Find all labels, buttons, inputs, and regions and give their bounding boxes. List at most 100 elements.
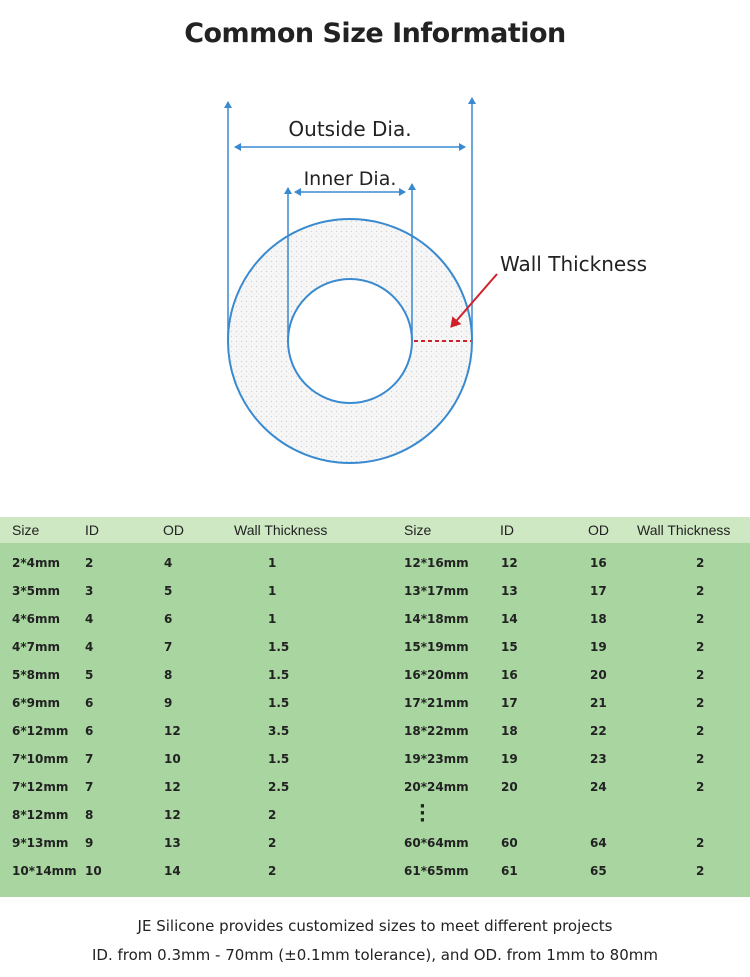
cell-right-id: 12 xyxy=(501,556,518,570)
cell-left-id: 9 xyxy=(85,836,94,850)
table-row: 3*5mm 3 5 1 13*17mm 13 17 2 xyxy=(0,581,750,603)
ellipsis-vertical: · · · xyxy=(419,796,426,831)
cell-left-od: 9 xyxy=(164,696,173,710)
cell-right-od: 64 xyxy=(590,836,607,850)
cell-right-id: 15 xyxy=(501,640,518,654)
cell-right-wall: 2 xyxy=(696,864,705,878)
cell-right-id: 20 xyxy=(501,780,518,794)
cell-right-od: 65 xyxy=(590,864,607,878)
table-row: 6*9mm 6 9 1.5 17*21mm 17 21 2 xyxy=(0,693,750,715)
cell-right-wall: 2 xyxy=(696,612,705,626)
wall-thickness-label: Wall Thickness xyxy=(500,252,647,276)
cell-left-od: 14 xyxy=(164,864,181,878)
cell-left-wall: 1 xyxy=(268,556,277,570)
table-row: 7*10mm 7 10 1.5 19*23mm 19 23 2 xyxy=(0,749,750,771)
cell-left-wall: 1.5 xyxy=(268,668,290,682)
inner-circle xyxy=(287,278,413,404)
table-row: 4*7mm 4 7 1.5 15*19mm 15 19 2 xyxy=(0,637,750,659)
cell-left-wall: 2 xyxy=(268,808,277,822)
cell-right-id: 18 xyxy=(501,724,518,738)
cell-left-id: 3 xyxy=(85,584,94,598)
cell-right-id: 13 xyxy=(501,584,518,598)
table-row: 4*6mm 4 6 1 14*18mm 14 18 2 xyxy=(0,609,750,631)
cell-right-id: 17 xyxy=(501,696,518,710)
cell-left-od: 12 xyxy=(164,780,181,794)
cell-left-id: 4 xyxy=(85,640,94,654)
cell-right-size: 17*21mm xyxy=(404,696,469,710)
cell-right-od: 17 xyxy=(590,584,607,598)
cell-right-wall: 2 xyxy=(696,780,705,794)
cell-right-wall: 2 xyxy=(696,724,705,738)
footer-line-2: ID. from 0.3mm - 70mm (±0.1mm tolerance)… xyxy=(92,946,658,964)
cell-right-wall: 2 xyxy=(696,584,705,598)
cell-left-size: 5*8mm xyxy=(12,668,60,682)
header-wall-right: Wall Thickness xyxy=(637,522,731,538)
header-od-right: OD xyxy=(588,522,609,538)
cell-left-wall: 1.5 xyxy=(268,640,290,654)
cell-right-size: 19*23mm xyxy=(404,752,469,766)
header-id-right: ID xyxy=(500,522,514,538)
cell-left-od: 4 xyxy=(164,556,173,570)
cell-right-od: 23 xyxy=(590,752,607,766)
cell-right-od: 22 xyxy=(590,724,607,738)
cell-right-size: 15*19mm xyxy=(404,640,469,654)
cell-left-size: 10*14mm xyxy=(12,864,77,878)
cell-left-wall: 2.5 xyxy=(268,780,290,794)
cell-right-od: 24 xyxy=(590,780,607,794)
cell-right-od: 19 xyxy=(590,640,607,654)
cell-right-size: 16*20mm xyxy=(404,668,469,682)
cell-left-od: 10 xyxy=(164,752,181,766)
table-row: 7*12mm 7 12 2.5 20*24mm 20 24 2 xyxy=(0,777,750,799)
footer-line-1: JE Silicone provides customized sizes to… xyxy=(137,917,613,935)
cell-left-id: 4 xyxy=(85,612,94,626)
cell-left-od: 12 xyxy=(164,724,181,738)
cell-right-wall: 2 xyxy=(696,696,705,710)
cell-left-size: 7*10mm xyxy=(12,752,69,766)
cell-left-size: 7*12mm xyxy=(12,780,69,794)
cell-right-id: 16 xyxy=(501,668,518,682)
cell-right-wall: 2 xyxy=(696,556,705,570)
cell-left-od: 8 xyxy=(164,668,173,682)
cell-right-wall: 2 xyxy=(696,836,705,850)
cell-left-id: 5 xyxy=(85,668,94,682)
cell-left-wall: 1 xyxy=(268,612,277,626)
page-title: Common Size Information xyxy=(184,18,566,49)
cell-left-od: 7 xyxy=(164,640,173,654)
table-row: 8*12mm 8 12 2 xyxy=(0,805,750,827)
cell-right-od: 20 xyxy=(590,668,607,682)
cell-left-id: 7 xyxy=(85,780,94,794)
cell-left-od: 13 xyxy=(164,836,181,850)
cell-left-size: 2*4mm xyxy=(12,556,60,570)
header-size-left: Size xyxy=(12,522,40,538)
cell-left-wall: 2 xyxy=(268,836,277,850)
cell-right-id: 19 xyxy=(501,752,518,766)
cell-left-size: 4*7mm xyxy=(12,640,60,654)
cell-right-size: 13*17mm xyxy=(404,584,469,598)
cell-left-id: 7 xyxy=(85,752,94,766)
cell-right-size: 20*24mm xyxy=(404,780,469,794)
outside-dia-label: Outside Dia. xyxy=(288,117,411,141)
inner-dia-label: Inner Dia. xyxy=(304,168,397,190)
cell-right-wall: 2 xyxy=(696,752,705,766)
cell-left-id: 6 xyxy=(85,696,94,710)
cell-right-id: 14 xyxy=(501,612,518,626)
cell-right-id: 60 xyxy=(501,836,518,850)
tube-cross-section-diagram: Outside Dia. Inner Dia. Wall Thickness xyxy=(224,97,647,464)
cell-right-size: 18*22mm xyxy=(404,724,469,738)
header-size-right: Size xyxy=(404,522,432,538)
cell-left-size: 6*12mm xyxy=(12,724,69,738)
wall-thickness-pointer xyxy=(450,273,498,328)
cell-right-size: 12*16mm xyxy=(404,556,469,570)
header-id-left: ID xyxy=(85,522,99,538)
cell-left-wall: 1 xyxy=(268,584,277,598)
cell-left-id: 10 xyxy=(85,864,102,878)
cell-left-wall: 3.5 xyxy=(268,724,290,738)
cell-right-wall: 2 xyxy=(696,668,705,682)
table-row: 5*8mm 5 8 1.5 16*20mm 16 20 2 xyxy=(0,665,750,687)
cell-right-od: 16 xyxy=(590,556,607,570)
cell-right-wall: 2 xyxy=(696,640,705,654)
cell-left-id: 6 xyxy=(85,724,94,738)
table-row: 10*14mm 10 14 2 61*65mm 61 65 2 xyxy=(0,861,750,883)
cell-right-size: 14*18mm xyxy=(404,612,469,626)
cell-left-od: 12 xyxy=(164,808,181,822)
